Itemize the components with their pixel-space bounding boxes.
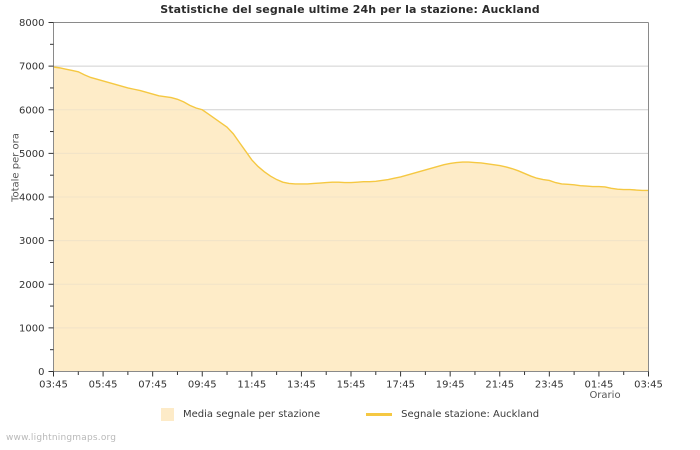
svg-text:03:45: 03:45 bbox=[39, 380, 68, 391]
watermark: www.lightningmaps.org bbox=[6, 433, 117, 443]
svg-text:23:45: 23:45 bbox=[535, 380, 564, 391]
svg-text:13:45: 13:45 bbox=[287, 380, 316, 391]
svg-text:0: 0 bbox=[38, 367, 44, 378]
svg-text:7000: 7000 bbox=[19, 62, 44, 73]
legend-item-label: Media segnale per stazione bbox=[182, 409, 321, 420]
svg-text:05:45: 05:45 bbox=[89, 380, 118, 391]
legend-area-swatch-icon bbox=[160, 408, 174, 421]
svg-text:21:45: 21:45 bbox=[485, 380, 514, 391]
legend-item-average[interactable]: Media segnale per stazione bbox=[160, 408, 321, 421]
legend-item-label: Segnale stazione: Auckland bbox=[401, 409, 540, 420]
svg-text:09:45: 09:45 bbox=[188, 380, 217, 391]
svg-text:2000: 2000 bbox=[19, 280, 44, 291]
svg-text:19:45: 19:45 bbox=[436, 380, 465, 391]
svg-text:17:45: 17:45 bbox=[386, 380, 415, 391]
chart-title: Statistiche del segnale ultime 24h per l… bbox=[160, 3, 540, 16]
x-axis-title: Orario bbox=[589, 390, 621, 401]
svg-text:11:45: 11:45 bbox=[237, 380, 266, 391]
legend-line-swatch-icon bbox=[366, 413, 393, 416]
svg-text:4000: 4000 bbox=[19, 193, 44, 204]
svg-text:6000: 6000 bbox=[19, 105, 44, 116]
svg-text:5000: 5000 bbox=[19, 149, 44, 160]
svg-text:1000: 1000 bbox=[19, 323, 44, 334]
svg-text:15:45: 15:45 bbox=[337, 380, 366, 391]
svg-text:01:45: 01:45 bbox=[585, 380, 614, 391]
legend-item-station[interactable]: Segnale stazione: Auckland bbox=[366, 409, 539, 420]
svg-text:03:45: 03:45 bbox=[634, 380, 663, 391]
svg-text:8000: 8000 bbox=[19, 18, 44, 29]
svg-text:07:45: 07:45 bbox=[138, 380, 167, 391]
y-axis-title: Totale per ora bbox=[10, 133, 22, 202]
chart-legend: Media segnale per stazione Segnale stazi… bbox=[0, 408, 700, 421]
svg-text:3000: 3000 bbox=[19, 236, 44, 247]
